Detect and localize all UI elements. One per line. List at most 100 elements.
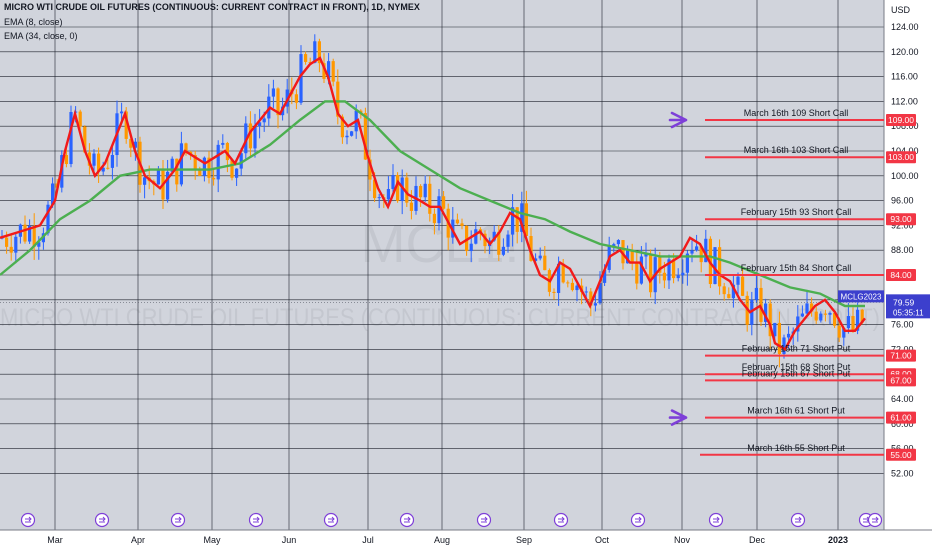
level-price-text: 109.00 [888,115,914,125]
x-tick-label: Jun [282,535,297,545]
level-label: February 15th 84 Short Call [741,263,852,273]
event-marker-icon[interactable] [399,512,415,528]
level-label: February 15th 71 Short Put [742,344,851,354]
y-tick-label: 104.00 [891,146,919,156]
event-marker-icon[interactable] [20,512,36,528]
level-label: February 15th 67 Short Put [742,368,851,378]
candle-body [842,328,846,338]
event-marker-icon[interactable] [323,512,339,528]
candle-body [409,202,413,211]
event-marker-icon[interactable] [708,512,724,528]
candle-body [184,143,188,152]
y-tick-label: 72.00 [891,344,914,354]
candle-body [156,169,160,185]
candle-body [777,322,781,354]
candle-body [690,250,694,254]
level-label: February 15th 68 Short Put [742,362,851,372]
level-label: February 15th 93 Short Call [741,207,852,217]
candle-body [64,155,68,165]
candle-body [120,111,124,114]
y-axis-currency: USD [891,5,911,15]
event-marker-icon[interactable] [170,512,186,528]
candle-body [722,286,726,295]
level-price-tag [886,448,916,461]
event-marker-icon[interactable] [790,512,806,528]
level-price-tag [886,269,916,281]
candle-body [639,256,643,284]
level-price-text: 68.00 [890,369,912,379]
event-marker-icon[interactable] [248,512,264,528]
symbol-badge-text: MCLG2023 [841,292,882,301]
event-marker-icon[interactable] [630,512,646,528]
x-tick-label: 2023 [828,535,848,545]
candle-body [662,272,666,281]
ema-fast-legend[interactable]: EMA (8, close) [4,17,63,27]
level-price-text: 55.00 [890,450,912,460]
level-price-text: 93.00 [890,214,912,224]
candle-body [14,236,18,253]
event-arrows-icon [872,516,879,523]
candle-body [681,272,685,276]
candle-body [258,122,262,127]
candle-body [851,316,855,331]
event-marker-icon[interactable] [867,512,883,528]
level-price-tag [886,349,916,362]
candle-body [515,207,519,232]
candle-body [828,312,832,315]
level-label: March 16th 55 Short Put [747,443,845,453]
candle-body [28,226,32,242]
x-tick-label: Dec [749,535,766,545]
candle-body [133,141,137,148]
candle-body [230,160,234,178]
event-arrows-icon [481,516,488,523]
level-price-text: 61.00 [890,413,912,423]
y-tick-label: 112.00 [891,96,918,106]
y-tick-label: 116.00 [891,72,918,82]
candle-body [322,63,326,79]
event-arrows-icon [404,516,411,523]
x-tick-label: May [203,535,221,545]
level-price-tag [886,374,916,387]
candle-body [644,253,648,257]
event-marker-icon[interactable] [553,512,569,528]
candle-body [304,54,308,62]
candle-body [736,276,740,285]
level-label: March 16th 61 Short Put [747,406,845,416]
level-price-text: 84.00 [890,270,912,280]
candle-body [695,246,699,251]
candle-body [377,197,381,199]
candle-body [423,183,427,198]
candle-body [23,224,27,242]
candle-body [262,118,266,123]
candle-body [465,225,469,252]
candle-body [143,177,147,185]
chart-title: MICRO WTI CRUDE OIL FUTURES (CONTINUOUS:… [4,2,420,12]
event-marker-icon[interactable] [476,512,492,528]
candle-body [207,157,211,178]
candle-body [432,213,436,224]
event-marker-icon[interactable] [94,512,110,528]
candle-body [5,237,9,247]
candle-body [704,238,708,263]
level-price-tag [886,213,916,226]
level-price-text: 71.00 [890,351,912,361]
candle-body [764,303,768,322]
candle-body [46,204,50,234]
candle-body [97,153,101,172]
candle-body [727,294,731,299]
y-tick-label: 96.00 [891,196,914,206]
x-tick-label: Aug [434,535,450,545]
x-tick-label: Nov [674,535,691,545]
right-arrow-icon [668,111,688,129]
candle-body [754,287,758,300]
x-tick-label: Mar [47,535,63,545]
ema-slow-legend[interactable]: EMA (34, close, 0) [4,31,78,41]
candle-body [198,169,202,176]
candle-body [506,234,510,247]
candle-body [101,167,105,172]
y-tick-label: 64.00 [891,394,914,404]
candle-body [630,249,634,263]
level-price-tag [886,114,916,126]
candle-body [83,126,87,153]
